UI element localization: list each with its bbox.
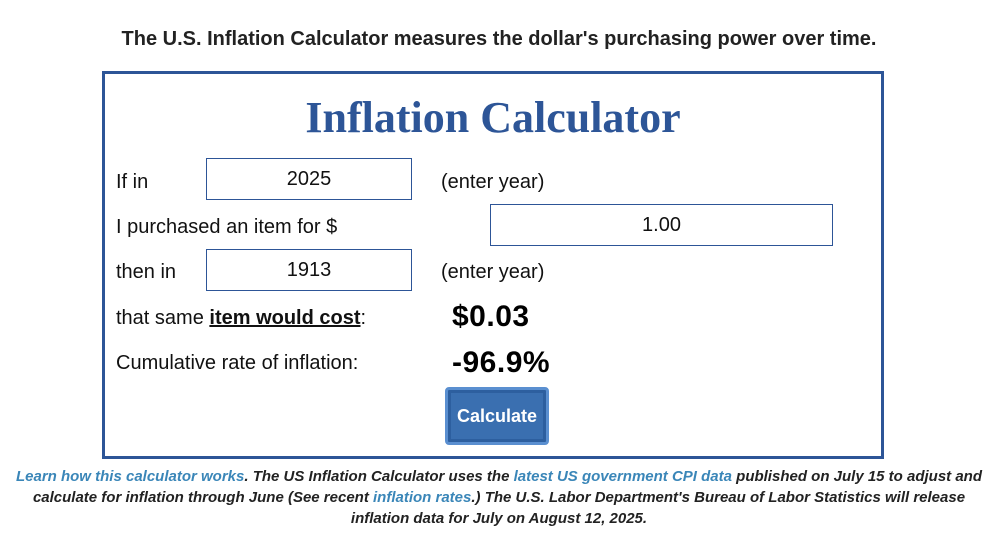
footer-text-2: published on July 15 to adjust and calcu…	[32, 468, 983, 506]
amount-input[interactable]	[490, 204, 833, 246]
cost-result: $0.03	[452, 300, 530, 333]
cost-label: that same item would cost:	[116, 306, 366, 330]
footer-text-3: .) The U.S. Labor Department's Bureau of…	[350, 489, 966, 527]
calculator-panel: Inflation Calculator If in (enter year) …	[102, 71, 884, 459]
start-year-input[interactable]	[206, 158, 412, 200]
learn-how-link[interactable]: Learn how this calculator works	[15, 468, 245, 485]
start-year-label: If in	[116, 171, 149, 193]
footer-note: Learn how this calculator works. The US …	[8, 466, 990, 529]
inflation-rate-label: Cumulative rate of inflation:	[116, 352, 359, 374]
cost-label-prefix: that same	[116, 307, 210, 329]
calculate-button[interactable]: Calculate	[445, 387, 549, 445]
cost-label-suffix: :	[360, 307, 367, 329]
page-tagline: The U.S. Inflation Calculator measures t…	[121, 28, 877, 50]
end-year-input[interactable]	[206, 249, 412, 291]
cpi-data-link[interactable]: latest US government CPI data	[513, 468, 732, 485]
inflation-rate-result: -96.9%	[452, 346, 551, 379]
end-year-label: then in	[116, 261, 177, 283]
start-year-hint: (enter year)	[441, 171, 545, 193]
inflation-rates-link[interactable]: inflation rates	[373, 489, 472, 506]
amount-label: I purchased an item for $	[116, 216, 338, 238]
footer-text-1: . The US Inflation Calculator uses the	[244, 468, 514, 485]
cost-label-emphasis: item would cost	[209, 307, 361, 329]
end-year-hint: (enter year)	[441, 261, 545, 283]
calculator-title: Inflation Calculator	[305, 93, 681, 142]
